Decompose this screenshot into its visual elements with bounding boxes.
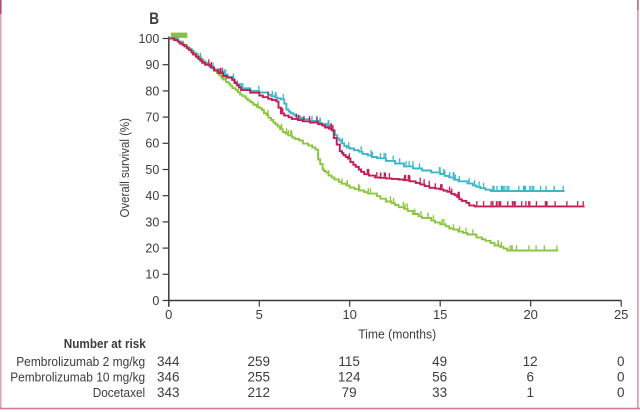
svg-text:20: 20 xyxy=(523,307,537,322)
svg-text:212: 212 xyxy=(248,385,271,400)
svg-text:343: 343 xyxy=(157,385,180,400)
svg-text:40: 40 xyxy=(145,189,159,203)
svg-text:344: 344 xyxy=(157,354,180,369)
svg-text:0: 0 xyxy=(617,370,625,385)
svg-text:100: 100 xyxy=(138,32,159,46)
svg-text:115: 115 xyxy=(338,354,360,369)
svg-text:30: 30 xyxy=(145,215,159,229)
svg-text:346: 346 xyxy=(157,370,180,385)
svg-text:Pembrolizumab 2 mg/kg: Pembrolizumab 2 mg/kg xyxy=(16,354,145,369)
svg-text:90: 90 xyxy=(145,58,159,72)
svg-text:20: 20 xyxy=(145,242,159,256)
svg-text:56: 56 xyxy=(432,370,447,385)
svg-text:259: 259 xyxy=(248,354,271,369)
svg-text:0: 0 xyxy=(617,354,625,369)
svg-text:49: 49 xyxy=(432,354,447,369)
svg-text:80: 80 xyxy=(145,84,159,98)
svg-text:50: 50 xyxy=(145,163,159,177)
svg-text:10: 10 xyxy=(145,268,159,282)
svg-text:6: 6 xyxy=(526,370,534,385)
svg-text:60: 60 xyxy=(145,137,159,151)
svg-text:25: 25 xyxy=(614,307,628,322)
svg-text:Time (months): Time (months) xyxy=(358,326,436,341)
svg-text:255: 255 xyxy=(248,370,271,385)
svg-text:79: 79 xyxy=(342,385,357,400)
svg-text:Pembrolizumab 10 mg/kg: Pembrolizumab 10 mg/kg xyxy=(10,370,145,385)
svg-text:0: 0 xyxy=(165,307,172,322)
svg-text:Docetaxel: Docetaxel xyxy=(93,385,146,400)
svg-text:33: 33 xyxy=(432,385,447,400)
svg-text:15: 15 xyxy=(433,307,447,322)
svg-text:1: 1 xyxy=(526,385,534,400)
svg-text:0: 0 xyxy=(617,385,625,400)
svg-text:124: 124 xyxy=(338,370,361,385)
svg-text:Number at risk: Number at risk xyxy=(64,336,147,351)
svg-text:B: B xyxy=(149,10,159,28)
svg-text:10: 10 xyxy=(342,307,356,322)
svg-text:70: 70 xyxy=(145,111,159,125)
svg-text:Overall survival (%): Overall survival (%) xyxy=(117,118,132,218)
svg-text:0: 0 xyxy=(152,294,159,308)
svg-text:12: 12 xyxy=(523,354,538,369)
svg-text:5: 5 xyxy=(256,307,263,322)
